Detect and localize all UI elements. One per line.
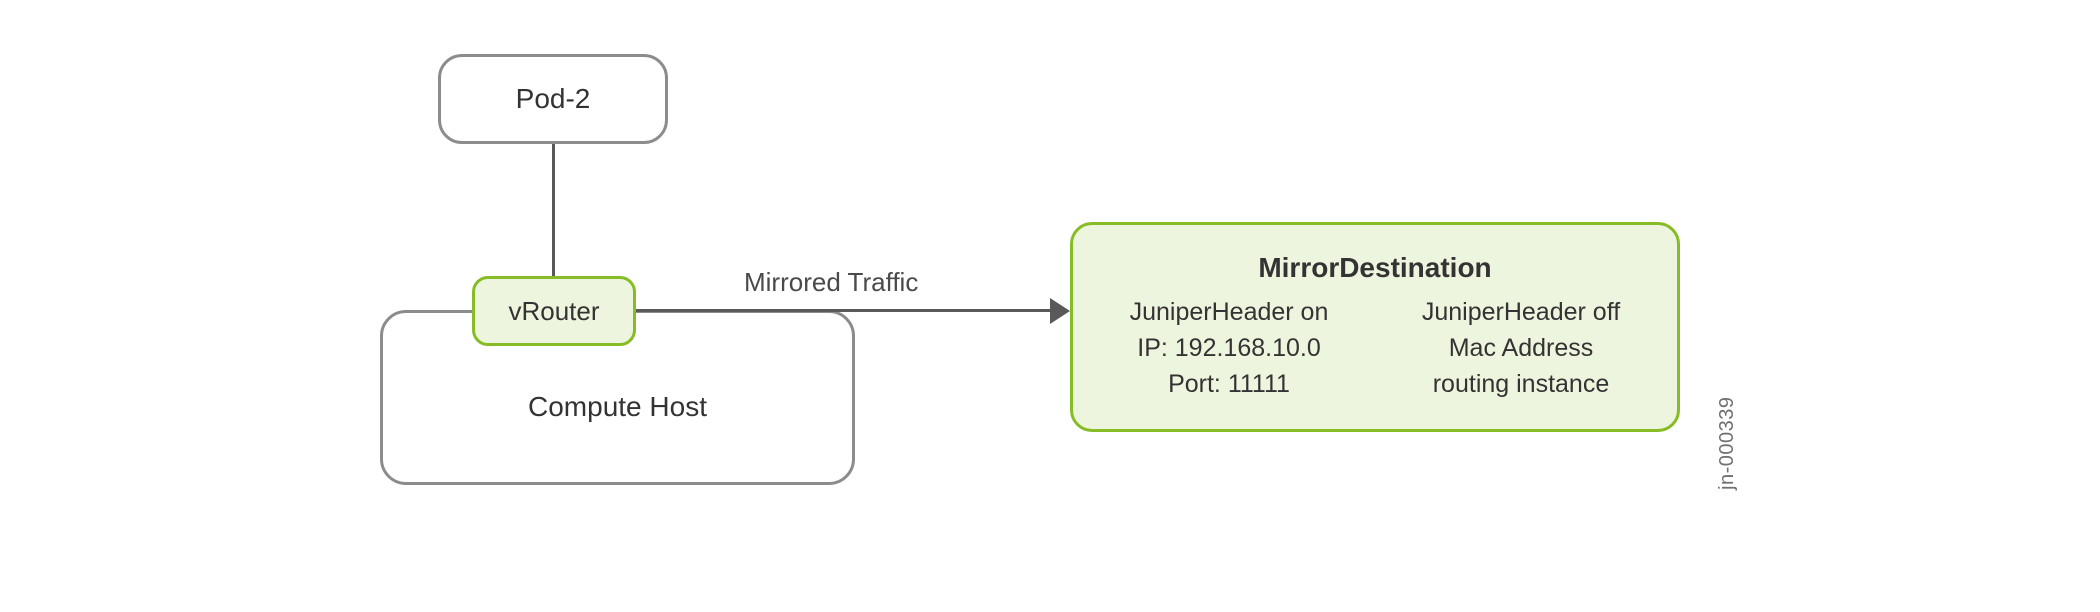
mirror-text: JuniperHeader off [1422, 294, 1620, 330]
node-mirror-destination: MirrorDestination JuniperHeader on IP: 1… [1070, 222, 1680, 432]
mirror-text: Mac Address [1449, 330, 1594, 366]
vrouter-label: vRouter [508, 296, 599, 327]
mirror-text: IP: 192.168.10.0 [1137, 330, 1320, 366]
mirror-col-juniper-off: JuniperHeader off Mac Address routing in… [1375, 294, 1667, 403]
edge-vrouter-to-mirror [636, 309, 1050, 312]
mirror-col-juniper-on: JuniperHeader on IP: 192.168.10.0 Port: … [1083, 294, 1375, 403]
edge-label-mirrored-traffic: Mirrored Traffic [744, 267, 918, 298]
mirror-text: routing instance [1433, 366, 1610, 402]
edge-pod-to-vrouter [552, 144, 555, 276]
mirror-destination-title: MirrorDestination [1258, 252, 1491, 284]
node-pod-2: Pod-2 [438, 54, 668, 144]
mirror-text: JuniperHeader on [1130, 294, 1329, 330]
node-vrouter: vRouter [472, 276, 636, 346]
diagram-canvas: Compute Host Mirrored Traffic Pod-2 vRou… [0, 0, 2100, 612]
compute-host-label: Compute Host [528, 391, 707, 423]
pod-2-label: Pod-2 [516, 83, 591, 115]
arrow-head-icon [1050, 298, 1070, 324]
figure-id: jn-000339 [1716, 397, 1739, 490]
mirror-text: Port: 11111 [1168, 366, 1290, 402]
